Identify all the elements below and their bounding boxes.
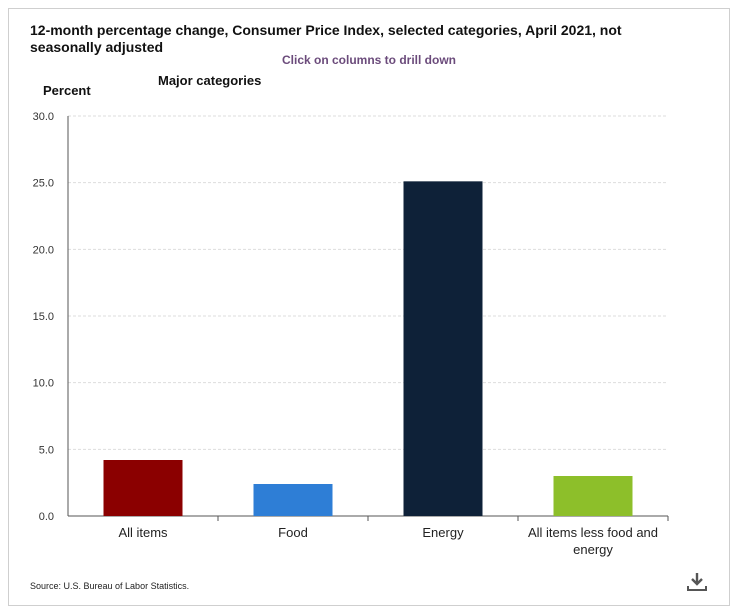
y-tick-label: 5.0 bbox=[39, 444, 54, 456]
source-note: Source: U.S. Bureau of Labor Statistics. bbox=[30, 581, 190, 591]
chart-title: 12-month percentage change, Consumer Pri… bbox=[30, 22, 622, 55]
bar[interactable] bbox=[103, 460, 183, 516]
group-label: Major categories bbox=[158, 73, 262, 88]
x-tick-label: All items bbox=[118, 525, 168, 540]
y-tick-label: 25.0 bbox=[33, 178, 54, 190]
y-tick-label: 15.0 bbox=[33, 311, 54, 323]
x-tick-label: Food bbox=[278, 525, 308, 540]
x-tick-label: All items less food and bbox=[528, 525, 658, 540]
download-icon[interactable] bbox=[686, 570, 708, 592]
y-axis-label: Percent bbox=[43, 83, 91, 98]
bar[interactable] bbox=[253, 484, 333, 516]
bar[interactable] bbox=[553, 476, 633, 516]
x-tick-label: energy bbox=[573, 542, 613, 557]
y-tick-label: 10.0 bbox=[33, 378, 54, 390]
y-tick-label: 0.0 bbox=[39, 511, 54, 523]
chart-subtitle: Click on columns to drill down bbox=[281, 53, 456, 67]
bar[interactable] bbox=[403, 181, 483, 517]
y-tick-label: 20.0 bbox=[33, 244, 54, 256]
x-tick-label: Energy bbox=[422, 525, 464, 540]
y-tick-label: 30.0 bbox=[33, 111, 54, 123]
